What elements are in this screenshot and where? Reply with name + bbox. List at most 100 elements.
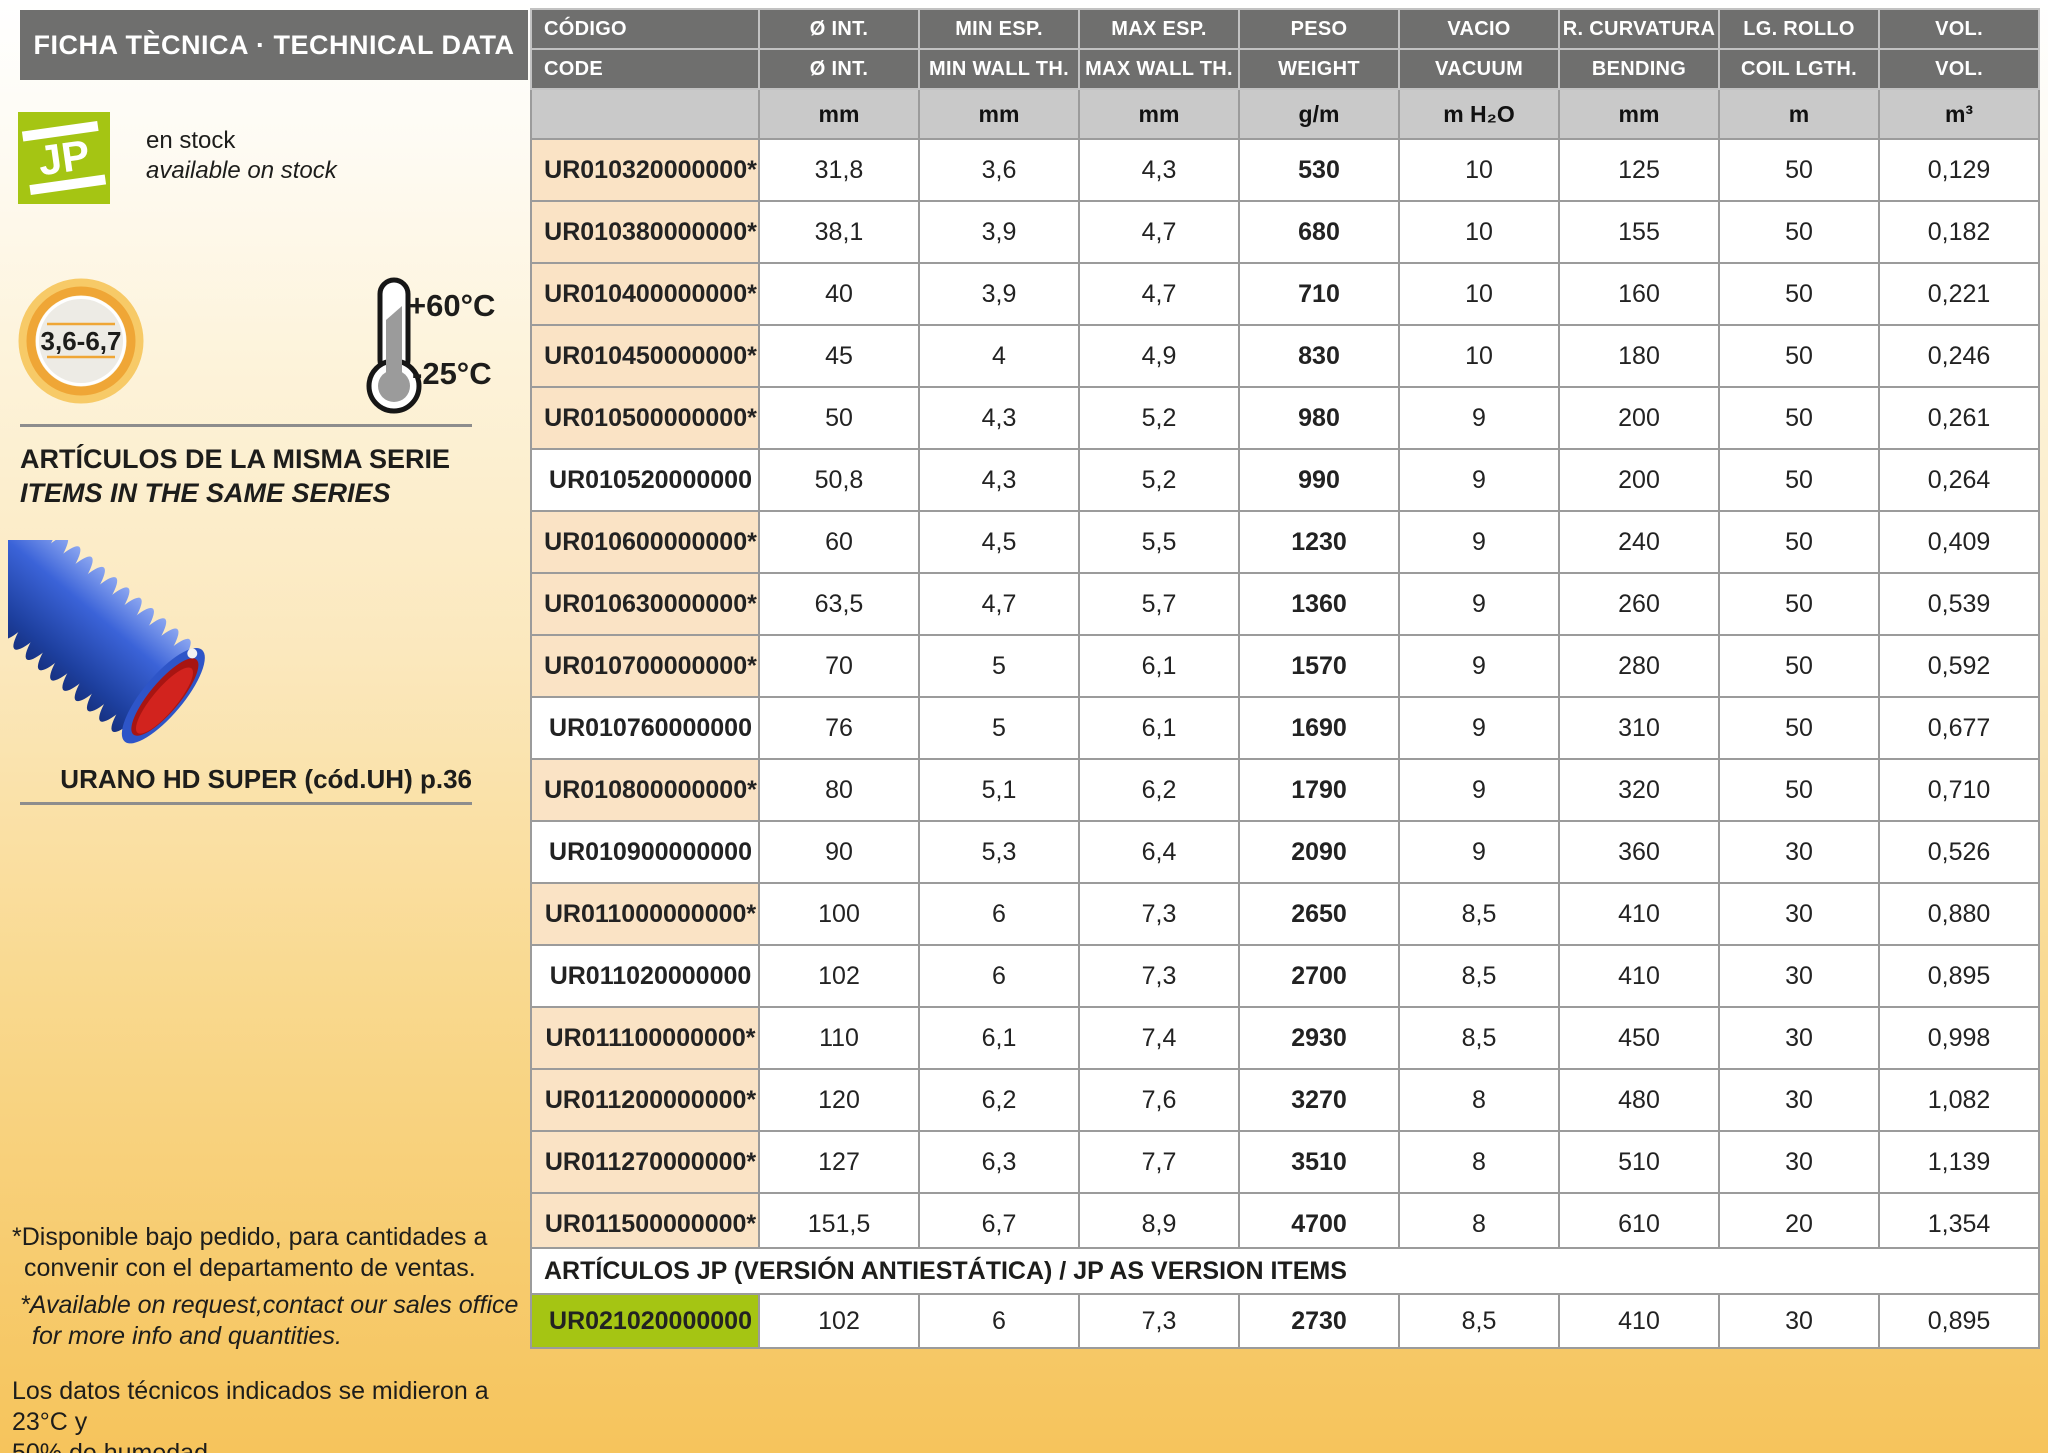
footnote-line: *Disponible bajo pedido, para cantidades… bbox=[12, 1223, 488, 1251]
cell-coil: 30 bbox=[1718, 1130, 1880, 1194]
product-code-cell: UR010800000000* bbox=[530, 758, 760, 822]
product-code-cell: UR010700000000* bbox=[530, 634, 760, 698]
cell-min-wall: 5 bbox=[918, 696, 1080, 760]
cell-vacuum: 9 bbox=[1398, 572, 1560, 636]
cell-min-wall: 4,7 bbox=[918, 572, 1080, 636]
divider bbox=[20, 802, 472, 805]
column-header: VACUUM bbox=[1398, 48, 1560, 90]
cell-coil: 30 bbox=[1718, 1293, 1880, 1349]
cell-coil: 30 bbox=[1718, 820, 1880, 884]
cell-vacuum: 10 bbox=[1398, 324, 1560, 388]
cell-weight: 4700 bbox=[1238, 1192, 1400, 1256]
product-code-cell: UR010520000000 bbox=[530, 448, 760, 512]
cell-diam: 38,1 bbox=[758, 200, 920, 264]
cell-min-wall: 6,2 bbox=[918, 1068, 1080, 1132]
spec-table-body: UR010320000000* 31,8 3,6 4,3 530 10 125 50 0,129… bbox=[530, 138, 2040, 1318]
cell-coil: 50 bbox=[1718, 138, 1880, 202]
cell-max-wall: 7,3 bbox=[1078, 944, 1240, 1008]
cell-bending: 360 bbox=[1558, 820, 1720, 884]
series-heading-es: ARTÍCULOS DE LA MISMA SERIE bbox=[20, 444, 451, 474]
cell-bending: 260 bbox=[1558, 572, 1720, 636]
cell-vacuum: 9 bbox=[1398, 386, 1560, 450]
column-header: R. CURVATURA bbox=[1558, 8, 1720, 50]
unit-cell: mm bbox=[918, 88, 1080, 140]
cell-vol: 0,261 bbox=[1878, 386, 2040, 450]
cell-max-wall: 4,7 bbox=[1078, 200, 1240, 264]
cell-bending: 155 bbox=[1558, 200, 1720, 264]
cell-weight: 530 bbox=[1238, 138, 1400, 202]
table-row: UR010600000000* 60 4,5 5,5 1230 9 240 50 0,409 bbox=[530, 510, 2040, 574]
as-title-row: ARTÍCULOS JP (VERSIÓN ANTIESTÁTICA) / JP… bbox=[529, 1247, 2041, 1295]
cell-coil: 50 bbox=[1718, 262, 1880, 326]
cell-vacuum: 8 bbox=[1398, 1068, 1560, 1132]
column-header: MIN WALL TH. bbox=[918, 48, 1080, 90]
cell-vacuum: 8,5 bbox=[1398, 1293, 1560, 1349]
cell-weight: 1790 bbox=[1238, 758, 1400, 822]
cell-weight: 1690 bbox=[1238, 696, 1400, 760]
cell-vol: 0,677 bbox=[1878, 696, 2040, 760]
cell-vol: 1,354 bbox=[1878, 1192, 2040, 1256]
cell-vacuum: 9 bbox=[1398, 820, 1560, 884]
cell-max-wall: 4,9 bbox=[1078, 324, 1240, 388]
diameter-range-label: 3,6-6,7 bbox=[41, 326, 122, 356]
cell-diam: 102 bbox=[758, 1293, 920, 1349]
column-header: Ø INT. bbox=[758, 8, 920, 50]
table-row: UR010520000000 50,8 4,3 5,2 990 9 200 50 0,264 bbox=[530, 448, 2040, 512]
series-heading-en: ITEMS IN THE SAME SERIES bbox=[20, 478, 391, 508]
product-code-cell: UR011020000000 bbox=[530, 944, 760, 1008]
cell-diam: 127 bbox=[758, 1130, 920, 1194]
cell-vol: 0,895 bbox=[1878, 944, 2040, 1008]
diameter-badge-icon: 3,6-6,7 bbox=[18, 278, 144, 404]
table-row: UR010800000000* 80 5,1 6,2 1790 9 320 50 0,710 bbox=[530, 758, 2040, 822]
cell-weight: 980 bbox=[1238, 386, 1400, 450]
cell-min-wall: 3,6 bbox=[918, 138, 1080, 202]
stock-note-en: available on stock bbox=[146, 157, 337, 184]
cell-min-wall: 3,9 bbox=[918, 200, 1080, 264]
spec-table-head: CÓDIGO Ø INT. MIN ESP. MAX ESP. PESO VACIO R. … bbox=[530, 8, 2040, 140]
cell-max-wall: 5,5 bbox=[1078, 510, 1240, 574]
column-header: COIL LGTH. bbox=[1718, 48, 1880, 90]
cell-diam: 70 bbox=[758, 634, 920, 698]
cell-weight: 2700 bbox=[1238, 944, 1400, 1008]
cell-vacuum: 9 bbox=[1398, 696, 1560, 760]
cell-bending: 160 bbox=[1558, 262, 1720, 326]
cell-coil: 30 bbox=[1718, 882, 1880, 946]
cell-diam: 63,5 bbox=[758, 572, 920, 636]
stock-note-es: en stock bbox=[146, 127, 236, 154]
series-heading: ARTÍCULOS DE LA MISMA SERIE ITEMS IN THE… bbox=[20, 442, 450, 510]
cell-max-wall: 4,7 bbox=[1078, 262, 1240, 326]
cell-diam: 31,8 bbox=[758, 138, 920, 202]
table-row: UR010630000000* 63,5 4,7 5,7 1360 9 260 50 0,539 bbox=[530, 572, 2040, 636]
cell-max-wall: 6,4 bbox=[1078, 820, 1240, 884]
jp-logo-stripe-bottom bbox=[29, 174, 107, 195]
temperature-max-label: +60°C bbox=[408, 288, 496, 323]
cell-vol: 0,592 bbox=[1878, 634, 2040, 698]
cell-max-wall: 5,7 bbox=[1078, 572, 1240, 636]
footnote: *Available on request,contact our sales … bbox=[20, 1290, 524, 1352]
column-header: WEIGHT bbox=[1238, 48, 1400, 90]
cell-min-wall: 5,3 bbox=[918, 820, 1080, 884]
cell-max-wall: 6,1 bbox=[1078, 696, 1240, 760]
unit-cell: m bbox=[1718, 88, 1880, 140]
cell-coil: 20 bbox=[1718, 1192, 1880, 1256]
cell-bending: 180 bbox=[1558, 324, 1720, 388]
cell-min-wall: 5,1 bbox=[918, 758, 1080, 822]
product-code-cell: UR010630000000* bbox=[530, 572, 760, 636]
cell-coil: 50 bbox=[1718, 200, 1880, 264]
table-row: UR010700000000* 70 5 6,1 1570 9 280 50 0,592 bbox=[530, 634, 2040, 698]
cell-diam: 90 bbox=[758, 820, 920, 884]
cell-min-wall: 3,9 bbox=[918, 262, 1080, 326]
product-code-cell: UR010450000000* bbox=[530, 324, 760, 388]
unit-cell: mm bbox=[1078, 88, 1240, 140]
product-code-cell: UR011200000000* bbox=[530, 1068, 760, 1132]
header-row: CODE Ø INT. MIN WALL TH. MAX WALL TH. WEIGHT… bbox=[530, 48, 2040, 90]
cell-vacuum: 9 bbox=[1398, 448, 1560, 512]
cell-diam: 50,8 bbox=[758, 448, 920, 512]
jp-logo: JP bbox=[18, 112, 110, 204]
unit-cell: mm bbox=[1558, 88, 1720, 140]
cell-min-wall: 5 bbox=[918, 634, 1080, 698]
cell-vol: 0,710 bbox=[1878, 758, 2040, 822]
cell-vol: 0,409 bbox=[1878, 510, 2040, 574]
cell-vacuum: 8,5 bbox=[1398, 944, 1560, 1008]
